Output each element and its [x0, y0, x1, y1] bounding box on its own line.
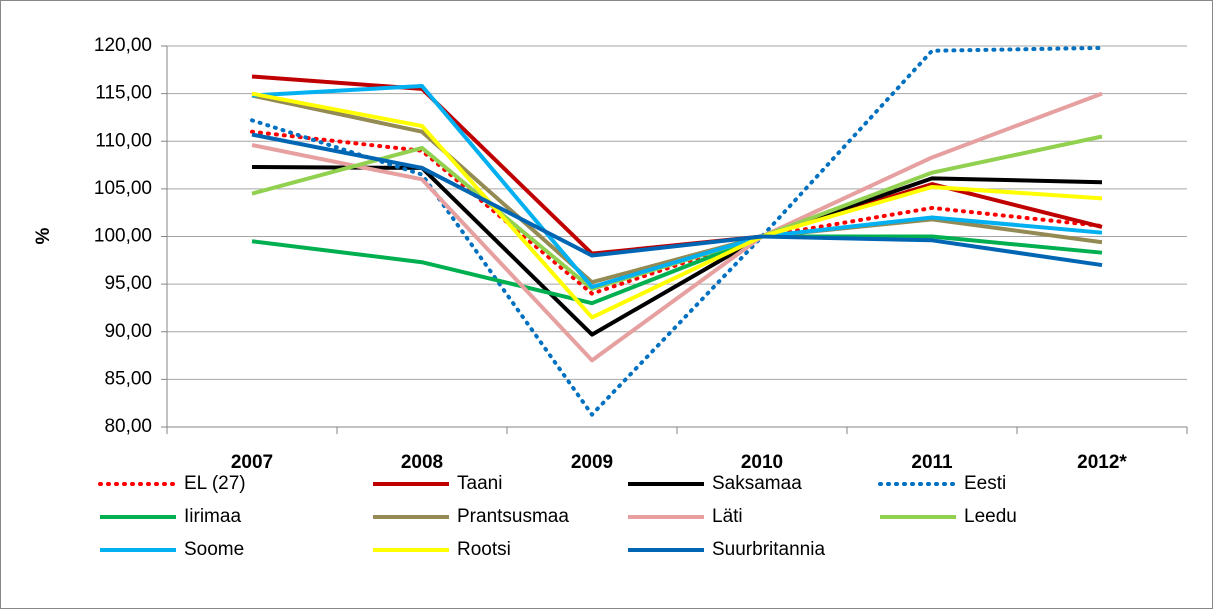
- series-line: [251, 84, 1103, 289]
- series-line: [250, 129, 1104, 296]
- series-line: [251, 164, 1103, 337]
- series-line: [251, 132, 1103, 268]
- x-tick-label: 2011: [911, 452, 953, 473]
- y-tick-label: 95,00: [104, 273, 152, 294]
- y-tick-label: 100,00: [94, 226, 152, 247]
- legend-label: Soome: [184, 539, 244, 560]
- legend-label: Taani: [457, 473, 502, 494]
- legend-label: Suurbritannia: [712, 539, 825, 560]
- x-tick-label: 2008: [401, 452, 443, 473]
- x-tick-label: 2010: [741, 452, 783, 473]
- x-tick-label: 2009: [571, 452, 613, 473]
- legend-label: Iirimaa: [184, 506, 241, 527]
- y-tick-label: 110,00: [95, 130, 152, 151]
- y-axis-label: %: [33, 227, 54, 244]
- legend-label: Saksamaa: [712, 473, 802, 494]
- legend-label: Prantsusmaa: [457, 506, 569, 527]
- y-tick-label: 80,00: [104, 416, 152, 437]
- y-tick-label: 85,00: [104, 368, 152, 389]
- legend-label: Eesti: [964, 473, 1006, 494]
- x-tick-label: 2007: [231, 452, 273, 473]
- legend-label: Läti: [712, 506, 743, 527]
- series-line: [251, 91, 1103, 320]
- y-tick-label: 105,00: [94, 178, 152, 199]
- series-line: [250, 45, 1104, 417]
- x-tick-label: 2012*: [1077, 452, 1127, 473]
- legend-label: Leedu: [964, 506, 1017, 527]
- series-line: [251, 91, 1103, 363]
- y-tick-label: 115,00: [95, 83, 152, 104]
- legend-label: EL (27): [184, 473, 246, 494]
- y-tick-label: 120,00: [94, 35, 152, 56]
- y-tick-label: 90,00: [104, 321, 152, 342]
- series-line: [251, 93, 1103, 285]
- legend-label: Rootsi: [457, 539, 511, 560]
- series-line: [251, 234, 1103, 306]
